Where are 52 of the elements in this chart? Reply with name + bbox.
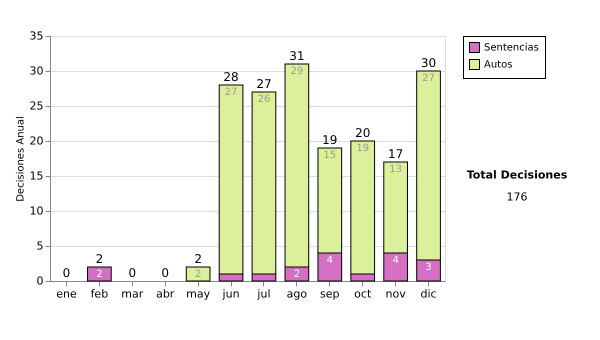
data-label: 3 bbox=[425, 262, 432, 273]
total-label: 2 bbox=[194, 252, 202, 266]
total-label: 0 bbox=[128, 266, 136, 280]
x-tick-label: dic bbox=[420, 288, 437, 300]
x-tick-label: may bbox=[186, 288, 211, 300]
x-tick-label: abr bbox=[156, 288, 175, 300]
legend-label: Autos bbox=[484, 60, 512, 70]
total-label: 0 bbox=[62, 266, 70, 280]
bar bbox=[87, 266, 112, 282]
y-axis-title: Decisiones Anual bbox=[16, 116, 27, 202]
data-label: 13 bbox=[389, 164, 402, 175]
text: 176 bbox=[506, 190, 528, 204]
data-label: 2 bbox=[294, 269, 300, 280]
x-tick-label: jul bbox=[256, 288, 271, 300]
y-tick-label: 30 bbox=[30, 64, 44, 78]
y-tick-label: 15 bbox=[30, 170, 44, 182]
data-label: 4 bbox=[326, 255, 333, 266]
x-tick-label: nov bbox=[386, 288, 406, 300]
y-tick-label: 10 bbox=[30, 204, 44, 218]
x-tick-label: ene bbox=[56, 288, 77, 300]
total-label: 19 bbox=[322, 133, 338, 147]
data-label: 2 bbox=[96, 269, 103, 280]
x-tick-label: sep bbox=[320, 288, 340, 300]
x-tick-label: mar bbox=[121, 288, 144, 300]
total-label: 31 bbox=[289, 49, 305, 63]
x-tick-label: jun bbox=[222, 288, 240, 300]
total-label: 30 bbox=[420, 56, 436, 70]
data-label: 27 bbox=[224, 87, 238, 98]
y-tick-label: 25 bbox=[30, 100, 44, 112]
data-label: 19 bbox=[356, 143, 370, 154]
total-label: 20 bbox=[355, 126, 370, 140]
total-label: 28 bbox=[223, 70, 239, 84]
y-tick-label: 5 bbox=[36, 240, 44, 252]
y-tick-label: 20 bbox=[30, 134, 44, 148]
x-tick-label: ago bbox=[286, 288, 308, 300]
data-label: 15 bbox=[323, 150, 336, 161]
data-label: 26 bbox=[258, 94, 270, 105]
x-tick-label: oct bbox=[354, 288, 372, 300]
x-tick-label: feb bbox=[90, 288, 108, 300]
y-tick-label: 0 bbox=[36, 274, 44, 288]
data-label: 29 bbox=[290, 66, 304, 77]
text: Total Decisiones bbox=[466, 168, 568, 182]
data-label: 27 bbox=[422, 73, 435, 84]
y-tick-label: 35 bbox=[30, 30, 44, 42]
data-label: 2 bbox=[194, 269, 202, 280]
total-label: 17 bbox=[388, 147, 404, 161]
total-label: 27 bbox=[256, 77, 272, 91]
legend-label: Sentencias bbox=[484, 42, 539, 54]
bar bbox=[186, 266, 210, 282]
total-label: 0 bbox=[161, 266, 170, 280]
data-label: 4 bbox=[392, 255, 399, 266]
total-label: 2 bbox=[96, 252, 104, 266]
